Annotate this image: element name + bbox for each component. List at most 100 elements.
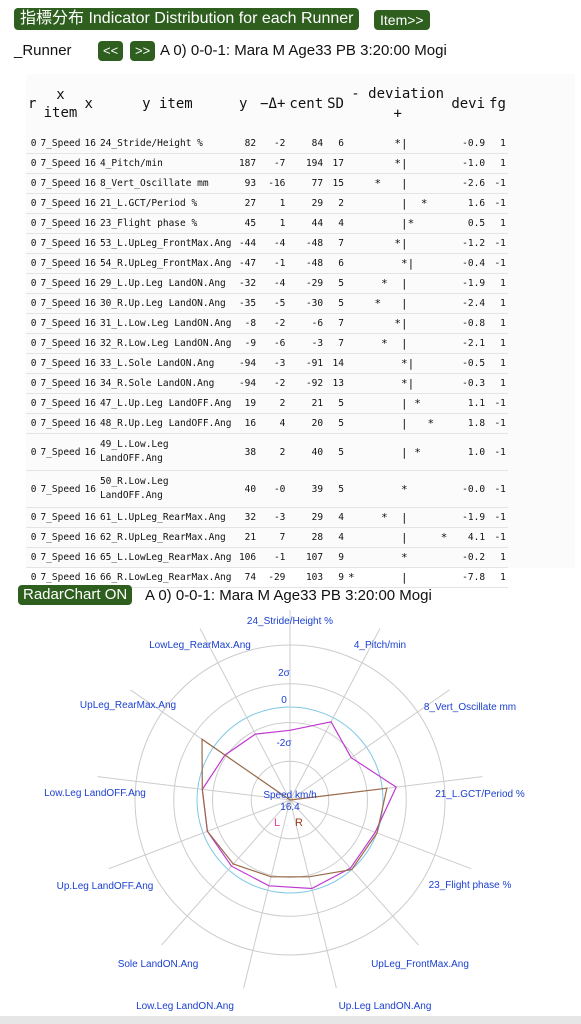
col-r-cell: 0 <box>26 213 39 234</box>
col-sd-cell: 6 <box>325 134 346 154</box>
table-row: 0 7_Speed 16 62_R.UpLeg_RearMax.Ang 21 7 28 4 |… <box>26 527 508 548</box>
col-y-item-cell: 65_L.LowLeg_RearMax.Ang <box>97 547 237 568</box>
col-deviation-bar-cell: | * <box>345 413 450 434</box>
col-delta-cell: -4 <box>258 273 288 294</box>
col-cent-header: cent <box>289 96 324 112</box>
radar-ring-label: 0 <box>281 695 287 706</box>
col-cent-cell: 39 <box>287 470 326 508</box>
radar-spoke <box>289 689 450 801</box>
radar-center-title: Speed km/h <box>263 790 316 801</box>
radar-axis-label: UpLeg_RearMax.Ang <box>80 700 176 711</box>
col-delta-cell: -3 <box>258 507 288 528</box>
col-sd-cell: 9 <box>325 547 346 568</box>
col-x-cell: 16 <box>82 433 98 471</box>
col-x-cell: 16 <box>82 333 98 354</box>
col-x-item-cell: 7_Speed <box>38 470 83 508</box>
col-devi-cell: -0.8 <box>449 313 488 334</box>
col-deviation-bar-cell: |* <box>345 213 450 234</box>
table-row: 0 7_Speed 16 47_L.Up.Leg LandOFF.Ang 19 2 21 5 … <box>26 393 508 414</box>
col-devi-cell: -0.5 <box>449 353 488 374</box>
col-x-cell: 16 <box>82 547 98 568</box>
col-y-item-cell: 31_L.Low.Leg LandON.Ang <box>97 313 237 334</box>
col-r-cell: 0 <box>26 373 39 394</box>
col-y-cell: 106 <box>236 547 259 568</box>
col-r-cell: 0 <box>26 193 39 214</box>
col-y-item-cell: 47_L.Up.Leg LandOFF.Ang <box>97 393 237 414</box>
indicator-distribution-button[interactable]: 指標分布 Indicator Distribution for each Run… <box>14 8 360 30</box>
col-sd-cell: 6 <box>325 253 346 274</box>
indicator-table: r x item x y item y −Δ+ cent SD - deviat… <box>26 74 508 588</box>
radar-axis-label: 21_L.GCT/Period % <box>435 789 525 800</box>
col-fg-cell: -1 <box>487 470 508 508</box>
radar-axis-label: Up.Leg LandOFF.Ang <box>57 881 154 892</box>
col-r-cell: 0 <box>26 134 39 154</box>
horizontal-scrollbar[interactable] <box>0 1016 581 1024</box>
col-deviation-bar-cell: *| <box>345 153 450 174</box>
col-y-item-cell: 24_Stride/Height % <box>97 134 237 154</box>
col-devi-cell: -1.2 <box>449 233 488 254</box>
radar-row: RadarChart ON A 0) 0-0-1: Mara M Age33 P… <box>18 585 578 607</box>
col-cent-cell: 40 <box>287 433 326 471</box>
col-cent-cell: 103 <box>287 567 326 588</box>
table-row: 0 7_Speed 16 8_Vert_Oscillate mm 93 -16 77 15 *… <box>26 173 508 194</box>
next-runner-button[interactable]: >> <box>130 41 156 61</box>
col-y-item-cell: 8_Vert_Oscillate mm <box>97 173 237 194</box>
col-r-cell: 0 <box>26 333 39 354</box>
radar-chart-toggle-button[interactable]: RadarChart ON <box>18 585 133 605</box>
col-r-cell: 0 <box>26 507 39 528</box>
table-row: 0 7_Speed 16 32_R.Low.Leg LandON.Ang -9 -6 -3 7… <box>26 333 508 354</box>
col-fg-cell: 1 <box>487 567 508 588</box>
col-x-cell: 16 <box>82 293 98 314</box>
col-devi-cell: 4.1 <box>449 527 488 548</box>
col-x-item-cell: 7_Speed <box>38 293 83 314</box>
col-y-cell: 45 <box>236 213 259 234</box>
prev-runner-button[interactable]: << <box>98 41 124 61</box>
col-y-item-cell: 54_R.UpLeg_FrontMax.Ang <box>97 253 237 274</box>
col-y-cell: 187 <box>236 153 259 174</box>
col-cent-cell: 84 <box>287 134 326 154</box>
indicator-table-container: r x item x y item y −Δ+ cent SD - deviat… <box>26 74 575 588</box>
item-next-button[interactable]: Item>> <box>374 10 430 30</box>
col-sd-cell: 17 <box>325 153 346 174</box>
radar-axis-label: 8_Vert_Oscillate mm <box>424 702 516 713</box>
col-sd-cell: 4 <box>325 213 346 234</box>
col-x-cell: 16 <box>82 527 98 548</box>
col-fg-cell: 1 <box>487 273 508 294</box>
col-y-item-cell: 21_L.GCT/Period % <box>97 193 237 214</box>
col-y-cell: 16 <box>236 413 259 434</box>
col-delta-cell: -4 <box>258 233 288 254</box>
table-row: 0 7_Speed 16 4_Pitch/min 187 -7 194 17 *| -1.0 1 <box>26 153 508 174</box>
col-devi-cell: -1.9 <box>449 507 488 528</box>
runner-info: A 0) 0-0-1: Mara M Age33 PB 3:20:00 Mogi <box>160 42 447 59</box>
col-x-cell: 16 <box>82 134 98 154</box>
radar-axis-label: 4_Pitch/min <box>354 640 406 651</box>
col-delta-cell: -3 <box>258 353 288 374</box>
col-r-cell: 0 <box>26 173 39 194</box>
col-y-cell: -94 <box>236 353 259 374</box>
col-y-cell: 27 <box>236 193 259 214</box>
col-cent-cell: -92 <box>287 373 326 394</box>
col-fg-cell: 1 <box>487 547 508 568</box>
col-y-cell: -94 <box>236 373 259 394</box>
table-row: 0 7_Speed 16 66_R.LowLeg_RearMax.Ang 74 -29 10… <box>26 567 508 588</box>
col-sd-cell: 14 <box>325 353 346 374</box>
col-y-item-cell: 53_L.UpLeg_FrontMax.Ang <box>97 233 237 254</box>
col-sd-cell: 5 <box>325 413 346 434</box>
col-y-cell: -47 <box>236 253 259 274</box>
table-row: 0 7_Speed 16 23_Flight phase % 45 1 44 4 |* 0.5… <box>26 213 508 234</box>
col-r-cell: 0 <box>26 470 39 508</box>
col-x-item-cell: 7_Speed <box>38 233 83 254</box>
col-deviation-bar-cell: | * <box>345 433 450 471</box>
col-cent-cell: -6 <box>287 313 326 334</box>
col-y-item-cell: 66_R.LowLeg_RearMax.Ang <box>97 567 237 588</box>
col-delta-cell: 4 <box>258 413 288 434</box>
col-devi-cell: 1.0 <box>449 433 488 471</box>
col-x-header: x <box>84 96 93 112</box>
radar-axis-label: Low.Leg LandOFF.Ang <box>44 788 146 799</box>
radar-axis-label: 23_Flight phase % <box>429 880 512 891</box>
radar-axis-label: 24_Stride/Height % <box>247 616 333 627</box>
col-deviation-header: - deviation + <box>351 86 445 122</box>
col-deviation-bar-cell: * | <box>345 567 450 588</box>
col-x-cell: 16 <box>82 507 98 528</box>
col-devi-cell: -0.4 <box>449 253 488 274</box>
